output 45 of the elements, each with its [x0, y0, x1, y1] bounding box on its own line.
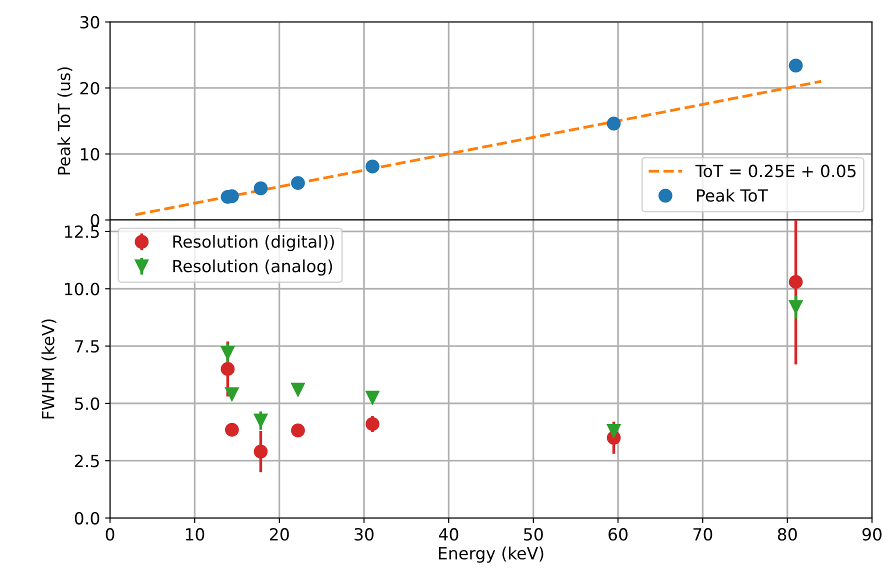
point: [224, 387, 239, 402]
x-tick-label: 90: [862, 528, 882, 541]
y-tick-label: 7.5: [75, 340, 99, 353]
point: [788, 300, 803, 314]
point: [788, 274, 803, 289]
y-tick-label: 12.5: [65, 225, 99, 238]
x-tick-label: 20: [270, 528, 289, 541]
point: [366, 417, 380, 431]
y-axis-title: FWHM (keV): [42, 319, 56, 418]
point: [606, 424, 621, 438]
x-axis-title: Energy (keV): [438, 546, 544, 563]
x-tick-label: 0: [106, 528, 114, 541]
x-tick-label: 30: [354, 528, 374, 541]
y-tick-label: 0: [90, 214, 100, 227]
point: [254, 181, 268, 196]
y-tick-label: 20: [80, 82, 100, 95]
y-tick-label: 2.5: [75, 454, 99, 468]
point: [220, 346, 235, 360]
point: [366, 390, 380, 405]
y-axis-title: Peak ToT (us): [57, 67, 72, 174]
point: [254, 414, 268, 428]
point: [291, 382, 305, 397]
y-tick-label: 10.0: [65, 282, 100, 296]
point: [254, 444, 268, 458]
legend-label: Resolution (digital)): [173, 234, 334, 252]
x-tick-label: 50: [524, 528, 543, 541]
point: [606, 116, 621, 131]
point: [291, 176, 305, 190]
legend-label: Resolution (analog): [173, 259, 332, 276]
point: [220, 362, 235, 376]
point: [291, 424, 305, 438]
x-tick-label: 10: [186, 528, 204, 541]
legend-label: Peak ToT: [697, 188, 768, 202]
y-tick-label: 30: [80, 16, 100, 29]
y-tick-label: 5.0: [75, 397, 100, 410]
legend-label: ToT = 0.25E + 0.05: [695, 164, 856, 178]
y-tick-label: 0.0: [74, 512, 100, 525]
point: [788, 58, 803, 72]
x-tick-label: 80: [778, 528, 797, 541]
x-tick-label: 40: [438, 528, 458, 541]
point: [366, 160, 380, 174]
y-tick-label: 10: [80, 148, 100, 161]
x-tick-label: 60: [608, 528, 628, 541]
x-tick-label: 70: [693, 528, 712, 541]
point: [224, 422, 239, 437]
